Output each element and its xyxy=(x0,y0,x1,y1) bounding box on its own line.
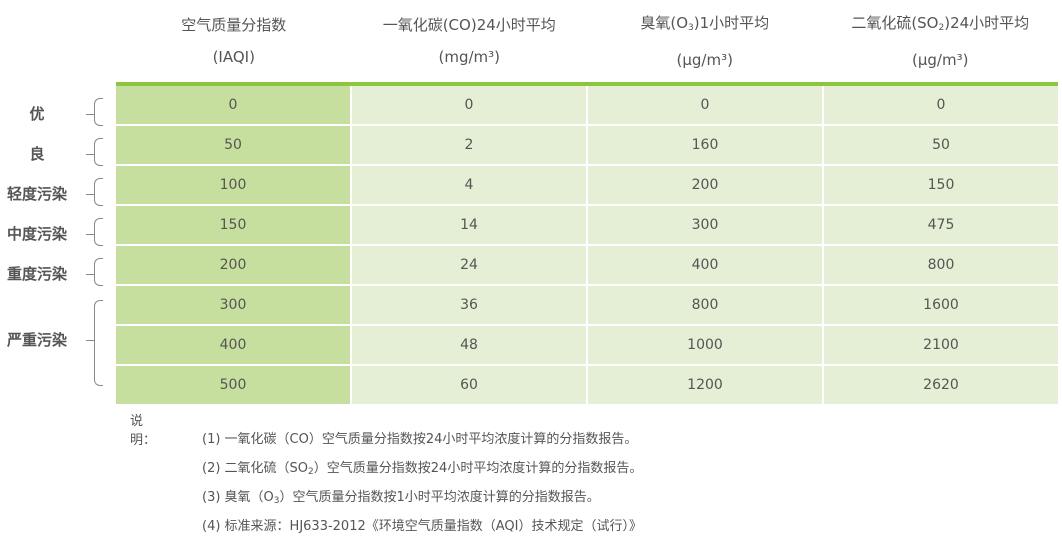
level-tick xyxy=(86,274,94,275)
table-cell: 2100 xyxy=(824,326,1058,364)
table-cell: 14 xyxy=(352,206,586,244)
table-cell: 2 xyxy=(352,126,586,164)
table-cell: 800 xyxy=(588,286,822,324)
header-iaqi-unit: (IAQI) xyxy=(212,48,255,66)
table-cell: 800 xyxy=(824,246,1058,284)
header-divider xyxy=(116,82,1058,86)
table-row: 100 4 200 150 xyxy=(116,166,1058,204)
table-cell: 400 xyxy=(116,326,350,364)
note-3: (3) 臭氧（O3）空气质量分指数按1小时平均浓度计算的分指数报告。 xyxy=(202,490,600,506)
table-cell: 50 xyxy=(824,126,1058,164)
table-cell: 0 xyxy=(352,86,586,124)
note-4: (4) 标准来源：HJ633-2012《环境空气质量指数（AQI）技术规定（试行… xyxy=(202,519,642,534)
table-cell: 48 xyxy=(352,326,586,364)
table-cell: 400 xyxy=(588,246,822,284)
table-cell: 200 xyxy=(588,166,822,204)
level-tick xyxy=(86,154,94,155)
level-bracket xyxy=(94,258,103,286)
table-row: 150 14 300 475 xyxy=(116,206,1058,244)
table-cell: 160 xyxy=(588,126,822,164)
table-cell: 36 xyxy=(352,286,586,324)
table-cell: 300 xyxy=(588,206,822,244)
table-cell: 475 xyxy=(824,206,1058,244)
aqi-table: 0 0 0 0 50 2 160 50 100 4 200 150 150 14 300 475 200 24 40… xyxy=(116,86,1058,406)
table-cell: 1000 xyxy=(588,326,822,364)
table-cell: 0 xyxy=(824,86,1058,124)
level-bracket xyxy=(94,178,103,206)
table-row: 200 24 400 800 xyxy=(116,246,1058,284)
header-co: 一氧化碳(CO)24小时平均 (mg/m³) xyxy=(352,0,588,82)
table-cell: 200 xyxy=(116,246,350,284)
table-cell: 60 xyxy=(352,366,586,404)
note-1: (1) 一氧化碳（CO）空气质量分指数按24小时平均浓度计算的分指数报告。 xyxy=(202,432,638,447)
header-iaqi-title: 空气质量分指数 xyxy=(181,16,287,34)
table-cell: 150 xyxy=(116,206,350,244)
table-row: 500 60 1200 2620 xyxy=(116,366,1058,404)
level-light: 轻度污染 xyxy=(6,185,67,203)
header-so2-title: 二氧化硫(SO2)24小时平均 xyxy=(851,13,1030,33)
table-row: 50 2 160 50 xyxy=(116,126,1058,164)
level-tick xyxy=(86,234,94,235)
level-bracket xyxy=(94,300,103,386)
header-o3: 臭氧(O3)1小时平均 (μg/m³) xyxy=(587,0,823,82)
level-severe: 严重污染 xyxy=(6,331,67,349)
header-so2: 二氧化硫(SO2)24小时平均 (μg/m³) xyxy=(823,0,1059,82)
pollution-levels: 优 良 轻度污染 中度污染 重度污染 严重污染 xyxy=(0,86,116,406)
level-tick xyxy=(86,114,94,115)
header-o3-unit: (μg/m³) xyxy=(676,50,733,69)
header-co-unit: (mg/m³) xyxy=(438,48,501,66)
header-o3-title: 臭氧(O3)1小时平均 xyxy=(640,13,770,33)
table-cell: 4 xyxy=(352,166,586,204)
table-cell: 0 xyxy=(116,86,350,124)
level-good: 良 xyxy=(29,145,45,163)
level-bracket xyxy=(94,138,103,166)
table-cell: 24 xyxy=(352,246,586,284)
level-heavy: 重度污染 xyxy=(6,265,67,283)
table-cell: 300 xyxy=(116,286,350,324)
table-row: 400 48 1000 2100 xyxy=(116,326,1058,364)
level-excellent: 优 xyxy=(29,105,45,123)
table-header: 空气质量分指数 (IAQI) 一氧化碳(CO)24小时平均 (mg/m³) 臭氧… xyxy=(116,0,1058,82)
table-row: 300 36 800 1600 xyxy=(116,286,1058,324)
table-cell: 1600 xyxy=(824,286,1058,324)
level-bracket xyxy=(94,218,103,246)
table-cell: 1200 xyxy=(588,366,822,404)
level-bracket xyxy=(94,98,103,126)
table-cell: 50 xyxy=(116,126,350,164)
table-cell: 100 xyxy=(116,166,350,204)
header-co-title: 一氧化碳(CO)24小时平均 xyxy=(382,16,556,34)
table-cell: 500 xyxy=(116,366,350,404)
table-cell: 2620 xyxy=(824,366,1058,404)
level-tick xyxy=(86,340,94,341)
level-moderate: 中度污染 xyxy=(6,225,67,243)
note-2: (2) 二氧化硫（SO2）空气质量分指数按24小时平均浓度计算的分指数报告。 xyxy=(202,461,643,477)
header-so2-unit: (μg/m³) xyxy=(912,50,969,69)
notes-label: 说明： xyxy=(130,414,157,448)
level-tick xyxy=(86,194,94,195)
header-iaqi: 空气质量分指数 (IAQI) xyxy=(116,0,352,82)
table-cell: 150 xyxy=(824,166,1058,204)
table-cell: 0 xyxy=(588,86,822,124)
